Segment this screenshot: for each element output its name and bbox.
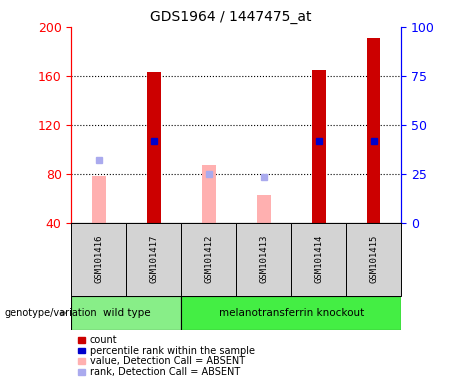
Text: percentile rank within the sample: percentile rank within the sample: [90, 346, 255, 356]
Text: GSM101416: GSM101416: [95, 235, 103, 283]
FancyBboxPatch shape: [346, 223, 401, 296]
Text: rank, Detection Call = ABSENT: rank, Detection Call = ABSENT: [90, 367, 240, 377]
FancyBboxPatch shape: [71, 296, 181, 330]
Text: genotype/variation: genotype/variation: [5, 308, 97, 318]
Text: value, Detection Call = ABSENT: value, Detection Call = ABSENT: [90, 356, 245, 366]
FancyBboxPatch shape: [291, 223, 346, 296]
Text: GSM101415: GSM101415: [369, 235, 378, 283]
Text: GDS1964 / 1447475_at: GDS1964 / 1447475_at: [150, 10, 311, 23]
FancyBboxPatch shape: [126, 223, 181, 296]
Bar: [202, 165, 216, 223]
FancyBboxPatch shape: [236, 223, 291, 296]
Text: GSM101412: GSM101412: [204, 235, 213, 283]
Text: count: count: [90, 335, 118, 345]
Bar: [257, 195, 271, 223]
FancyBboxPatch shape: [71, 223, 126, 296]
Text: GSM101413: GSM101413: [259, 235, 268, 283]
Bar: [92, 176, 106, 223]
Text: wild type: wild type: [103, 308, 150, 318]
FancyBboxPatch shape: [181, 223, 236, 296]
Bar: [147, 72, 161, 223]
Text: melanotransferrin knockout: melanotransferrin knockout: [219, 308, 364, 318]
Text: GSM101417: GSM101417: [149, 235, 159, 283]
FancyBboxPatch shape: [181, 296, 401, 330]
Text: GSM101414: GSM101414: [314, 235, 323, 283]
Bar: [367, 38, 380, 223]
Bar: [312, 70, 325, 223]
